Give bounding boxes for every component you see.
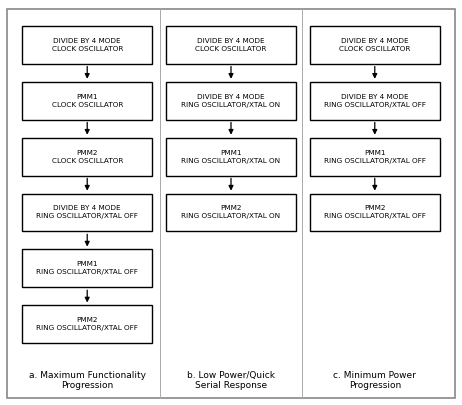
Bar	[166, 138, 296, 175]
Text: PMM2
CLOCK OSCILLATOR: PMM2 CLOCK OSCILLATOR	[52, 149, 123, 164]
Text: DIVIDE BY 4 MODE
RING OSCILLATOR/XTAL OFF: DIVIDE BY 4 MODE RING OSCILLATOR/XTAL OF…	[324, 94, 426, 108]
Bar	[310, 194, 440, 232]
Text: c. Minimum Power
Progression: c. Minimum Power Progression	[334, 371, 416, 390]
Bar	[166, 194, 296, 232]
Text: PMM1
RING OSCILLATOR/XTAL ON: PMM1 RING OSCILLATOR/XTAL ON	[182, 149, 280, 164]
Bar	[22, 305, 152, 343]
Bar	[22, 26, 152, 64]
Bar	[310, 82, 440, 119]
Text: PMM2
RING OSCILLATOR/XTAL ON: PMM2 RING OSCILLATOR/XTAL ON	[182, 205, 280, 220]
Text: PMM2
RING OSCILLATOR/XTAL OFF: PMM2 RING OSCILLATOR/XTAL OFF	[36, 318, 138, 331]
Bar	[22, 82, 152, 119]
Bar	[166, 82, 296, 119]
Text: PMM1
RING OSCILLATOR/XTAL OFF: PMM1 RING OSCILLATOR/XTAL OFF	[324, 149, 426, 164]
Text: DIVIDE BY 4 MODE
RING OSCILLATOR/XTAL OFF: DIVIDE BY 4 MODE RING OSCILLATOR/XTAL OF…	[36, 205, 138, 220]
Text: PMM2
RING OSCILLATOR/XTAL OFF: PMM2 RING OSCILLATOR/XTAL OFF	[324, 205, 426, 220]
Text: PMM1
RING OSCILLATOR/XTAL OFF: PMM1 RING OSCILLATOR/XTAL OFF	[36, 261, 138, 275]
Bar	[22, 138, 152, 175]
Text: a. Maximum Functionality
Progression: a. Maximum Functionality Progression	[29, 371, 146, 390]
Text: PMM1
CLOCK OSCILLATOR: PMM1 CLOCK OSCILLATOR	[52, 94, 123, 108]
Text: DIVIDE BY 4 MODE
CLOCK OSCILLATOR: DIVIDE BY 4 MODE CLOCK OSCILLATOR	[339, 38, 410, 52]
Text: DIVIDE BY 4 MODE
RING OSCILLATOR/XTAL ON: DIVIDE BY 4 MODE RING OSCILLATOR/XTAL ON	[182, 94, 280, 108]
Bar	[22, 249, 152, 288]
Bar	[310, 138, 440, 175]
Bar	[166, 26, 296, 64]
Text: DIVIDE BY 4 MODE
CLOCK OSCILLATOR: DIVIDE BY 4 MODE CLOCK OSCILLATOR	[52, 38, 123, 52]
Bar	[22, 194, 152, 232]
Text: DIVIDE BY 4 MODE
CLOCK OSCILLATOR: DIVIDE BY 4 MODE CLOCK OSCILLATOR	[195, 38, 267, 52]
Text: b. Low Power/Quick
Serial Response: b. Low Power/Quick Serial Response	[187, 371, 275, 390]
Bar	[310, 26, 440, 64]
